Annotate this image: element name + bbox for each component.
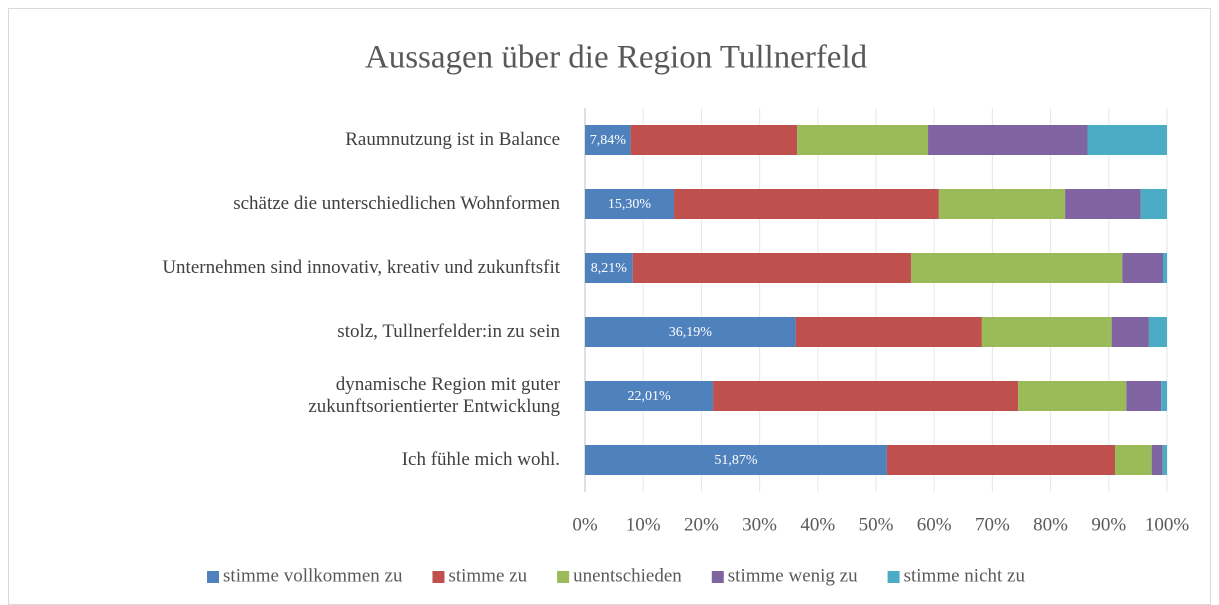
x-tick-label: 90% bbox=[1091, 514, 1126, 535]
x-tick-label: 50% bbox=[859, 514, 894, 535]
bar-segment bbox=[928, 125, 1088, 155]
bar-segment bbox=[713, 381, 1019, 411]
bar-segment bbox=[1111, 317, 1149, 347]
bar-segment bbox=[585, 381, 714, 411]
bar-segment bbox=[585, 317, 796, 347]
legend-swatch bbox=[711, 571, 724, 583]
category-label: stolz, Tullnerfelder:in zu sein bbox=[337, 321, 560, 342]
category-label: Raumnutzung ist in Balance bbox=[345, 129, 560, 150]
bar-segment bbox=[1161, 381, 1167, 411]
bar-segment bbox=[938, 189, 1066, 219]
category-label: Ich fühle mich wohl. bbox=[401, 449, 560, 470]
bar-segment bbox=[795, 317, 982, 347]
bar-segment bbox=[1122, 253, 1163, 283]
category-label: dynamische Region mit guter zukunftsorie… bbox=[308, 374, 560, 417]
bar-segment bbox=[1065, 189, 1141, 219]
legend-label: stimme nicht zu bbox=[904, 565, 1026, 586]
bar-segment bbox=[910, 253, 1123, 283]
bar-segment bbox=[1126, 381, 1162, 411]
chart-border bbox=[8, 8, 1211, 605]
category-label: schätze die unterschiedlichen Wohnformen bbox=[233, 193, 560, 214]
x-tick-label: 0% bbox=[572, 514, 598, 535]
chart-title: Aussagen über die Region Tullnerfeld bbox=[365, 40, 868, 76]
legend-label: stimme zu bbox=[448, 565, 527, 586]
legend-label: unentschieden bbox=[573, 565, 682, 586]
x-tick-label: 70% bbox=[975, 514, 1010, 535]
x-tick-label: 80% bbox=[1033, 514, 1068, 535]
data-label: 22,01% bbox=[627, 389, 671, 404]
bar-segment bbox=[1018, 381, 1127, 411]
x-tick-label: 20% bbox=[684, 514, 719, 535]
legend-label: stimme vollkommen zu bbox=[223, 565, 403, 586]
bar-segment bbox=[630, 125, 798, 155]
bar-segment bbox=[1151, 445, 1163, 475]
data-label: 7,84% bbox=[590, 133, 627, 148]
bar-segment bbox=[1148, 317, 1167, 347]
bar-segment bbox=[1115, 445, 1152, 475]
bar-segment bbox=[886, 445, 1116, 475]
bar-segment bbox=[674, 189, 939, 219]
x-tick-label: 100% bbox=[1145, 514, 1190, 535]
legend-swatch bbox=[887, 571, 900, 583]
bar-segment bbox=[585, 125, 631, 155]
bar-segment bbox=[585, 445, 887, 475]
category-label: Unternehmen sind innovativ, kreativ und … bbox=[162, 257, 560, 278]
legend-swatch bbox=[557, 571, 570, 583]
bar-segment bbox=[1162, 253, 1167, 283]
bar-segment bbox=[585, 189, 675, 219]
data-label: 8,21% bbox=[591, 261, 628, 276]
x-tick-label: 10% bbox=[626, 514, 661, 535]
bar-segment bbox=[1087, 125, 1167, 155]
x-tick-label: 30% bbox=[742, 514, 777, 535]
legend-swatch bbox=[207, 571, 220, 583]
bar-segment bbox=[1162, 445, 1167, 475]
legend-label: stimme wenig zu bbox=[728, 565, 858, 586]
legend-swatch bbox=[432, 571, 445, 583]
data-label: 51,87% bbox=[714, 453, 758, 468]
x-tick-label: 60% bbox=[917, 514, 952, 535]
bar-segment bbox=[585, 253, 633, 283]
bar-segment bbox=[797, 125, 929, 155]
bar-segment bbox=[981, 317, 1112, 347]
x-tick-label: 40% bbox=[800, 514, 835, 535]
bar-segment bbox=[632, 253, 911, 283]
data-label: 36,19% bbox=[669, 325, 713, 340]
bar-segment bbox=[1140, 189, 1167, 219]
data-label: 15,30% bbox=[608, 197, 652, 212]
